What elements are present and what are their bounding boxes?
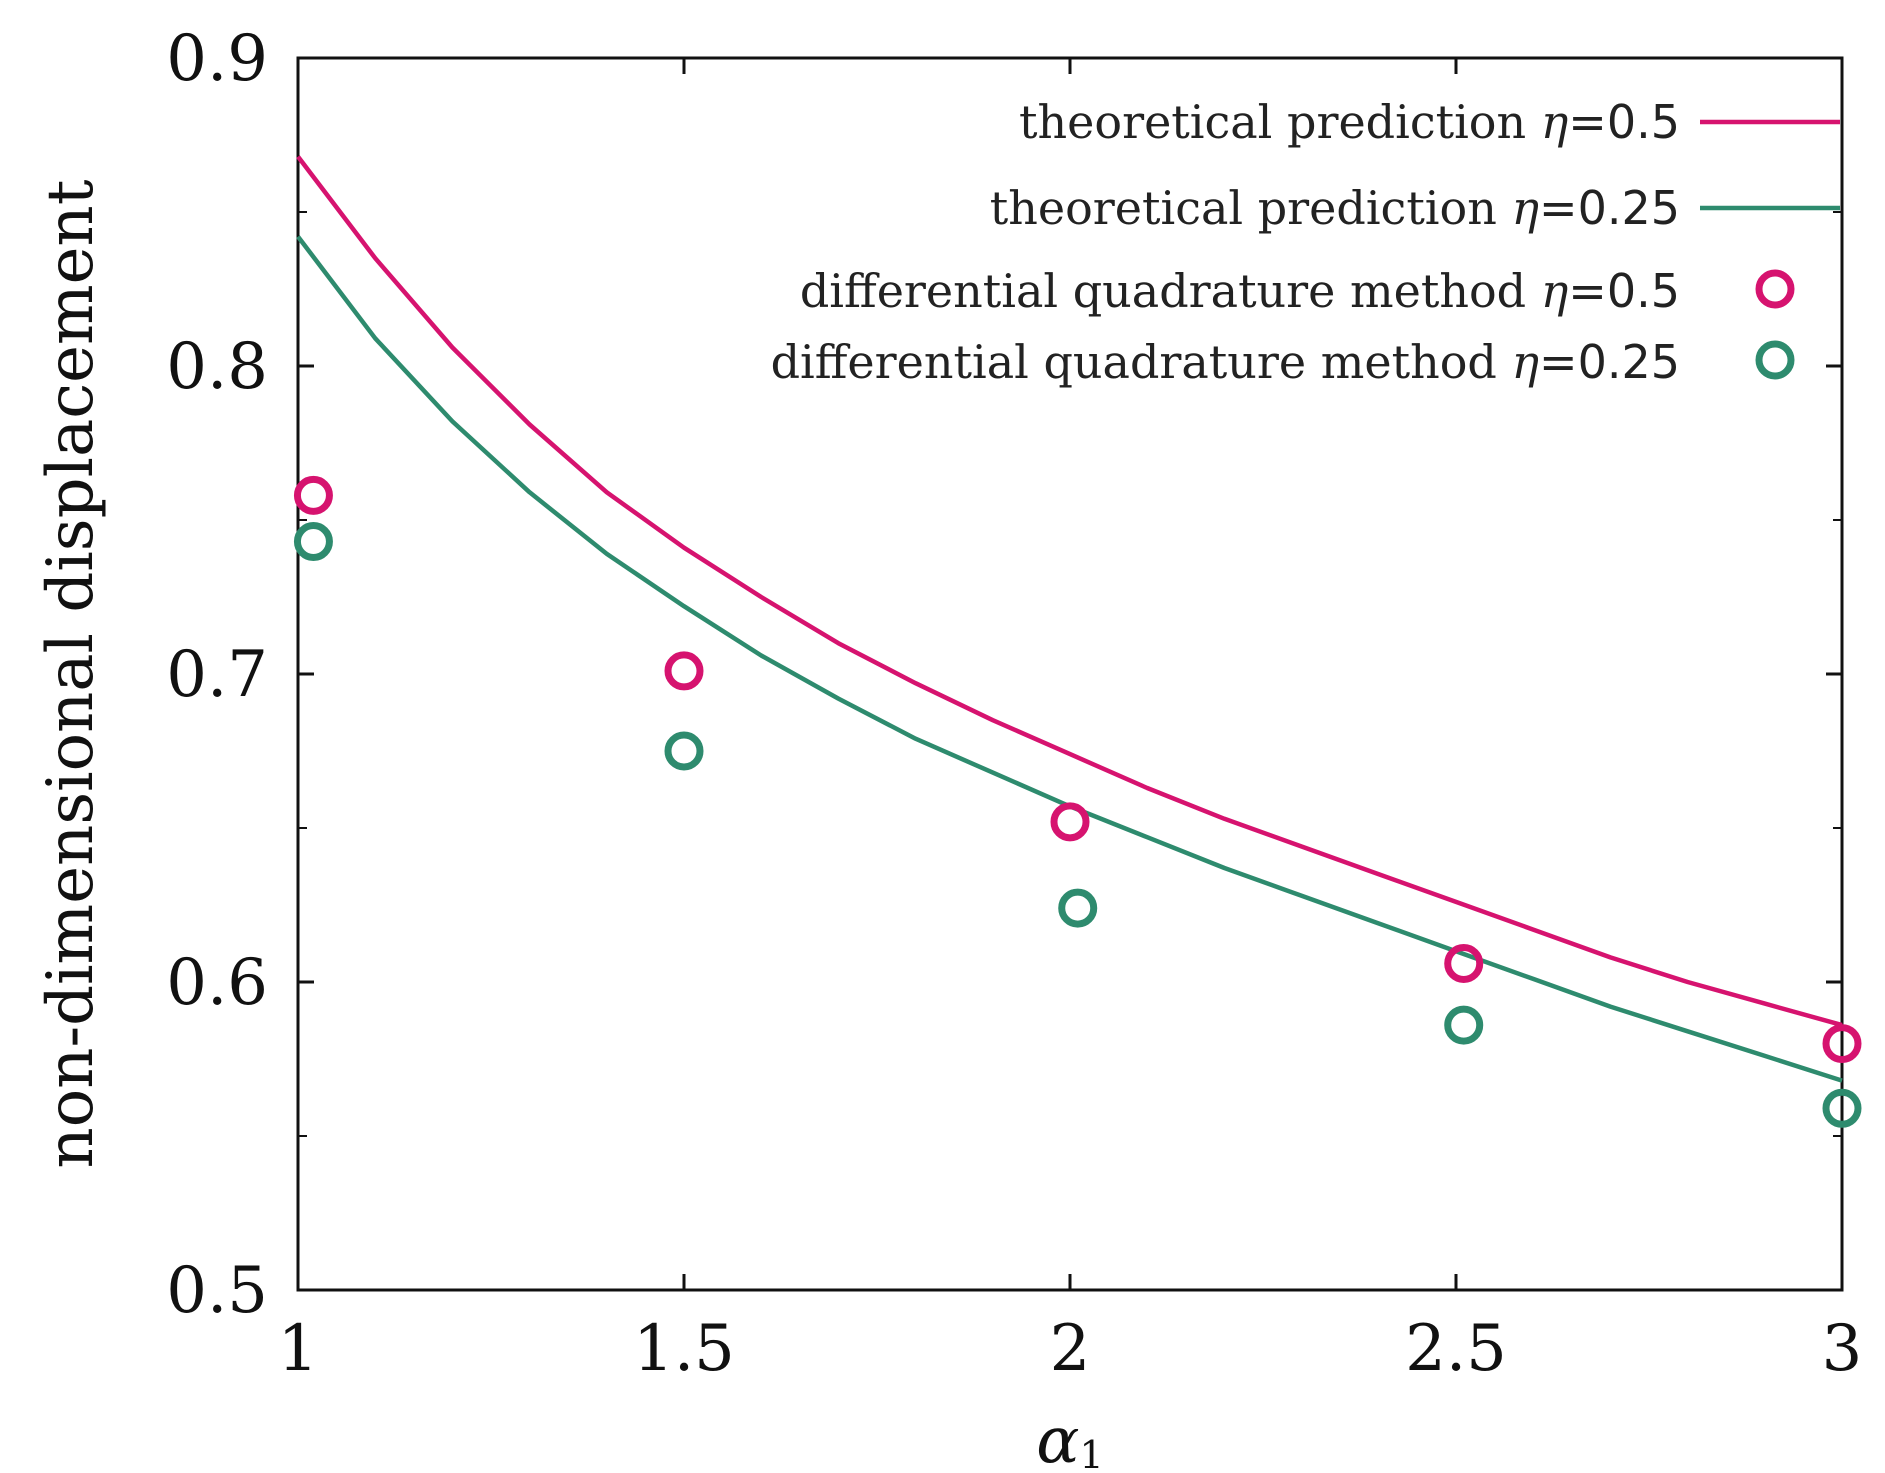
series-point-2 (664, 651, 704, 691)
x-tick-label: 2 (1050, 1312, 1091, 1386)
x-tick-label: 1 (278, 1312, 319, 1386)
series-line-0 (296, 155, 1843, 1028)
series-point-2 (1822, 1024, 1862, 1064)
legend-marker-sample (1755, 340, 1795, 380)
series-point-2 (1444, 944, 1484, 984)
series-point-3 (1058, 888, 1098, 928)
series-point-2 (293, 475, 333, 515)
x-tick-label: 2.5 (1405, 1312, 1507, 1386)
y-axis-title: non-dimensional displacement (34, 179, 108, 1168)
y-tick-label: 0.9 (166, 22, 268, 96)
series-point-3 (293, 522, 333, 562)
legend-label: theoretical prediction η=0.25 (990, 181, 1680, 235)
legend-label: differential quadrature method η=0.5 (800, 264, 1680, 318)
series-point-3 (1444, 1005, 1484, 1045)
legend-label: theoretical prediction η=0.5 (1019, 95, 1680, 149)
series-point-3 (1822, 1088, 1862, 1128)
y-tick-label: 0.7 (166, 638, 268, 712)
series-point-3 (664, 731, 704, 771)
y-tick-label: 0.5 (166, 1254, 268, 1328)
axis-ticks (296, 56, 1844, 1292)
x-tick-label: 3 (1822, 1312, 1863, 1386)
legend-marker-sample (1755, 269, 1795, 309)
x-tick-label: 1.5 (633, 1312, 735, 1386)
legend: theoretical prediction η=0.5 theoretical … (771, 95, 1840, 389)
y-tick-label: 0.6 (166, 946, 268, 1020)
series-point-2 (1050, 802, 1090, 842)
axis-labels: 0.5 0.6 0.7 0.8 0.9 1 1.5 2 2.5 3 non-dimensional … (34, 22, 1862, 1473)
legend-label: differential quadrature method η=0.25 (771, 335, 1680, 389)
y-tick-label: 0.8 (166, 330, 268, 404)
